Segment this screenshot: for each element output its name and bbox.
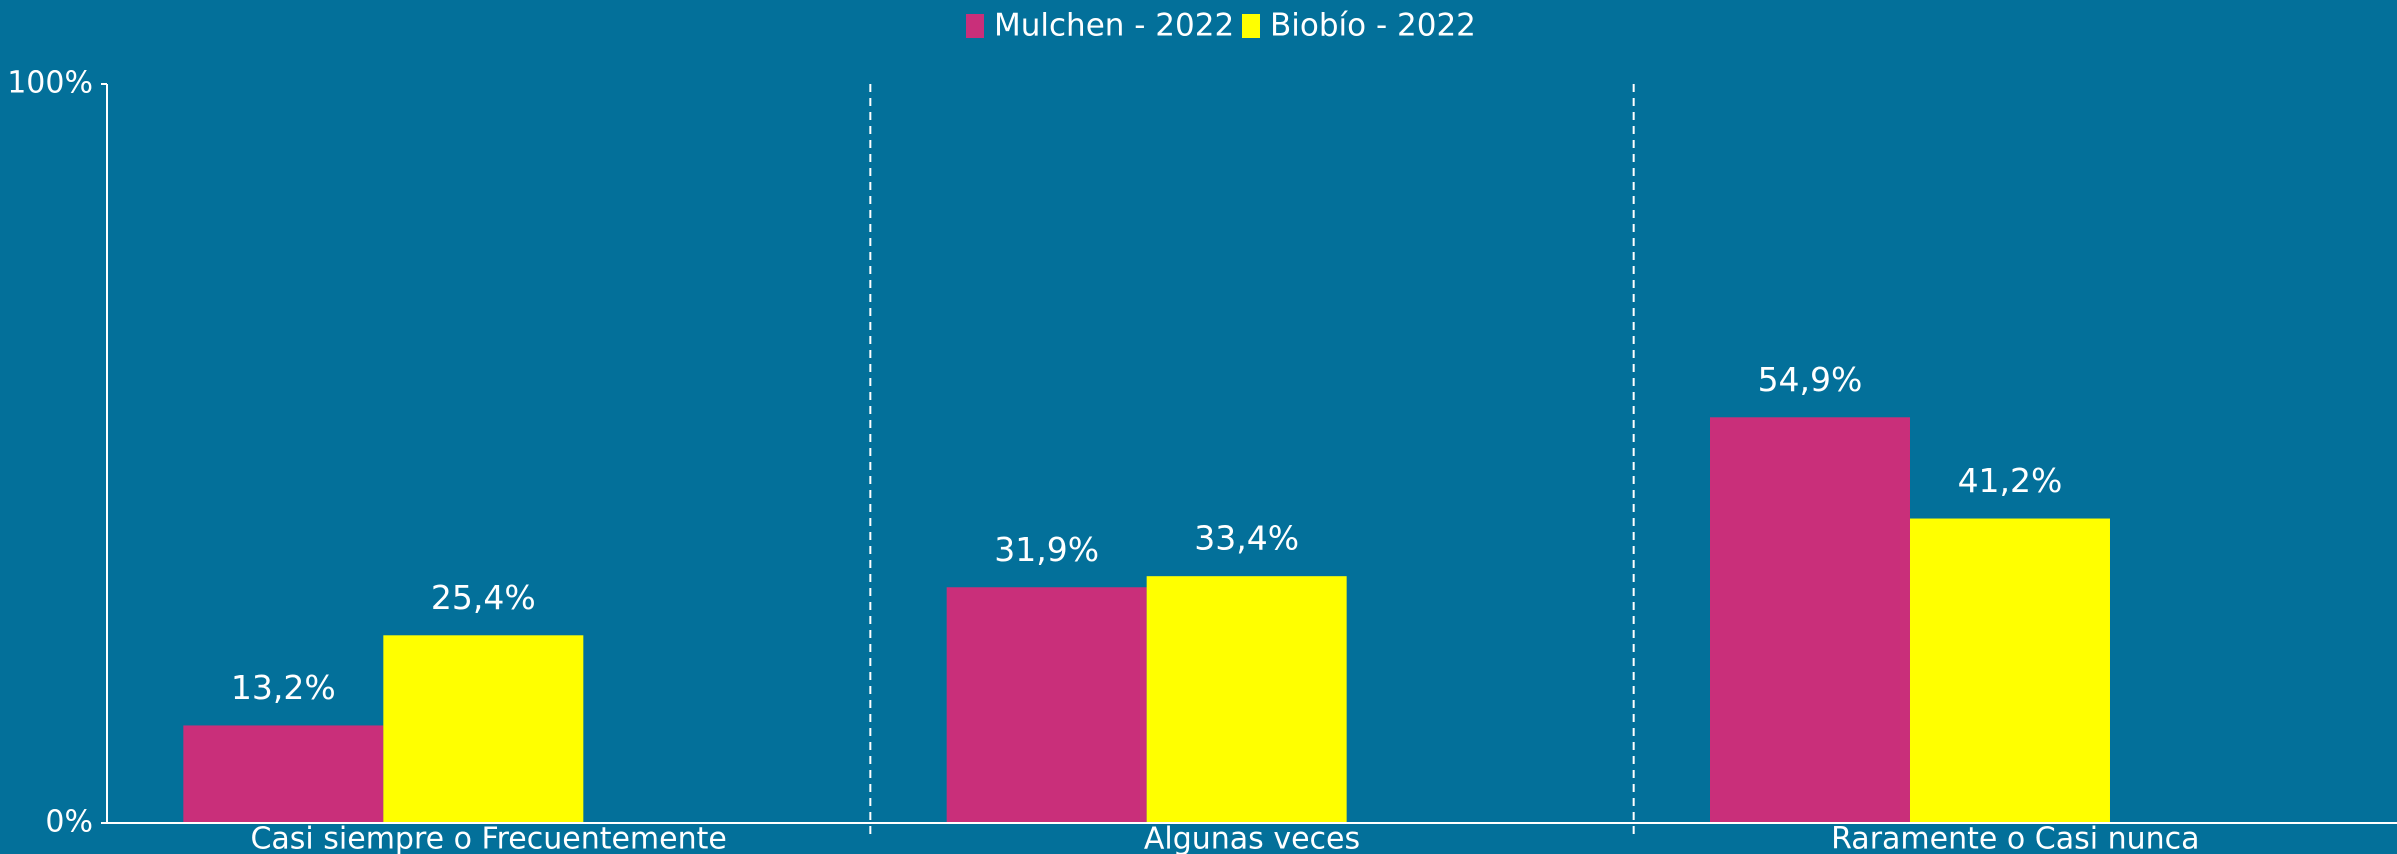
bar bbox=[946, 587, 1147, 823]
legend-label: Mulchen - 2022 bbox=[994, 8, 1234, 44]
data-label: 54,9% bbox=[1758, 360, 1863, 399]
bar bbox=[1909, 518, 2110, 823]
legend-label: Biobío - 2022 bbox=[1270, 8, 1476, 44]
data-label: 33,4% bbox=[1194, 519, 1299, 558]
data-label: 41,2% bbox=[1958, 461, 2063, 500]
y-tick-label: 100% bbox=[7, 66, 93, 101]
bar bbox=[1710, 417, 1910, 823]
data-label: 25,4% bbox=[431, 578, 536, 617]
y-tick-label: 0% bbox=[45, 805, 93, 840]
x-tick-label: Algunas veces bbox=[1144, 822, 1360, 854]
legend-swatch bbox=[966, 14, 984, 38]
bar bbox=[383, 635, 584, 823]
data-label: 31,9% bbox=[994, 530, 1099, 569]
bar bbox=[1146, 576, 1347, 823]
bar bbox=[183, 725, 384, 823]
legend-swatch bbox=[1242, 14, 1260, 38]
x-tick-label: Raramente o Casi nunca bbox=[1831, 822, 2199, 854]
data-label: 13,2% bbox=[231, 668, 336, 707]
x-tick-label: Casi siempre o Frecuentemente bbox=[250, 822, 726, 854]
